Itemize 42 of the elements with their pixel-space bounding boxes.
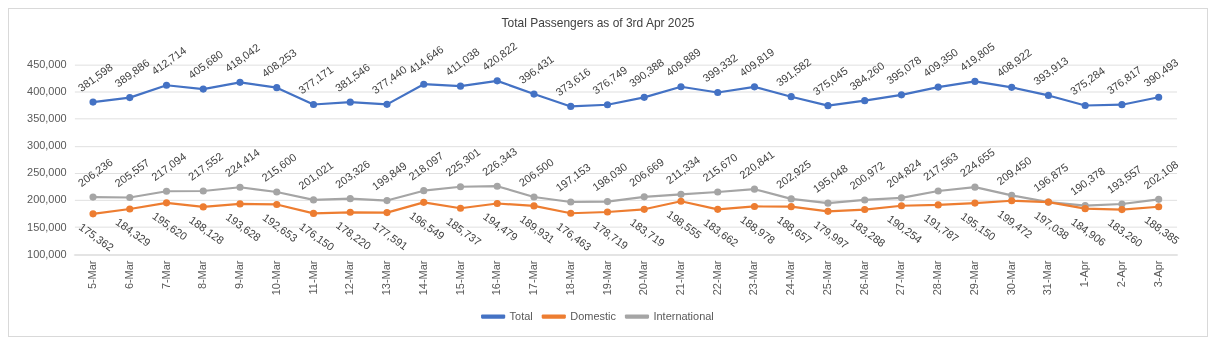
x-tick-label: 16-Mar (490, 260, 503, 296)
y-tick-label: 100,000 (27, 247, 67, 260)
y-tick-label: 300,000 (27, 139, 67, 152)
y-tick-label: 250,000 (27, 166, 67, 179)
x-tick-label: 28-Mar (931, 260, 944, 296)
x-tick-label: 22-Mar (710, 260, 723, 296)
y-tick-label: 200,000 (27, 193, 67, 206)
y-tick-label: 150,000 (27, 220, 67, 233)
x-tick-label: 10-Mar (269, 260, 282, 296)
legend-label: International (653, 309, 714, 322)
x-tick-label: 11-Mar (306, 260, 319, 295)
y-tick-label: 450,000 (27, 58, 67, 71)
y-tick-label: 350,000 (27, 112, 67, 125)
x-tick-label: 6-Mar (122, 260, 135, 290)
x-tick-label: 14-Mar (416, 260, 429, 296)
chart-title: Total Passengers as of 3rd Apr 2025 (501, 16, 695, 31)
x-tick-label: 20-Mar (637, 260, 650, 296)
x-tick-label: 19-Mar (600, 260, 613, 296)
x-tick-label: 24-Mar (784, 260, 797, 296)
x-tick-label: 13-Mar (380, 260, 393, 296)
x-tick-label: 18-Mar (563, 260, 576, 296)
x-tick-label: 3-Apr (1151, 260, 1164, 288)
x-tick-label: 12-Mar (343, 260, 356, 296)
x-tick-label: 1-Apr (1078, 260, 1091, 288)
x-tick-label: 29-Mar (967, 260, 980, 296)
x-tick-label: 23-Mar (747, 260, 760, 296)
legend-label: Domestic (570, 309, 617, 322)
x-tick-label: 15-Mar (453, 260, 466, 296)
x-tick-label: 25-Mar (820, 260, 833, 296)
x-tick-label: 7-Mar (159, 260, 172, 290)
x-tick-label: 31-Mar (1041, 260, 1054, 296)
x-tick-label: 21-Mar (673, 260, 686, 296)
x-tick-label: 9-Mar (233, 260, 246, 290)
x-tick-label: 27-Mar (894, 260, 907, 296)
x-tick-label: 8-Mar (196, 260, 209, 290)
x-tick-label: 17-Mar (526, 260, 540, 296)
y-tick-label: 400,000 (27, 85, 67, 98)
x-tick-label: 5-Mar (86, 260, 99, 290)
x-tick-label: 2-Apr (1114, 260, 1127, 288)
legend-label: Total (509, 309, 533, 322)
x-tick-label: 30-Mar (1004, 260, 1017, 296)
x-tick-label: 26-Mar (857, 260, 870, 296)
